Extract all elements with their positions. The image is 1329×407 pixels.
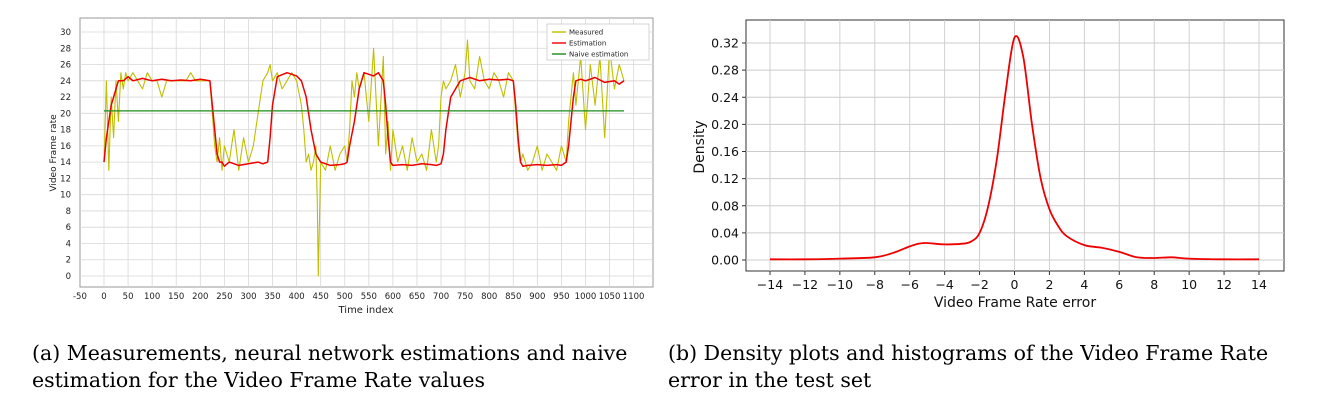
x-tick-label: 600 [385, 292, 401, 302]
x-tick-label: −4 [935, 277, 953, 292]
x-tick-label: −14 [757, 277, 783, 292]
x-tick-label: 6 [1115, 277, 1123, 292]
density-line [769, 35, 1260, 261]
x-tick-label: 450 [313, 292, 329, 302]
x-tick-label: −12 [792, 277, 818, 292]
y-tick-label: 0.00 [711, 253, 739, 268]
caption-a: (a) Measurements, neural network estimat… [32, 340, 672, 394]
x-tick-label: 200 [192, 292, 208, 302]
y-tick-label: 0.20 [711, 117, 739, 132]
y-tick-label: 28 [60, 44, 71, 54]
y-tick-label: 12 [60, 174, 71, 184]
y-tick-label: 0 [66, 272, 71, 282]
y-tick-label: 6 [66, 223, 71, 233]
x-tick-label: 1000 [575, 292, 597, 302]
x-tick-label: 1050 [599, 292, 621, 302]
x-tick-label: 950 [553, 292, 569, 302]
caption-a-line2: estimation for the Video Frame Rate valu… [32, 368, 485, 392]
x-tick-label: −6 [900, 277, 918, 292]
x-tick-label: 850 [505, 292, 521, 302]
y-tick-label: 2 [66, 256, 71, 266]
x-tick-label: 400 [288, 292, 304, 302]
y-tick-label: 0.16 [711, 144, 739, 159]
x-tick-label: 50 [123, 292, 134, 302]
y-tick-label: 4 [66, 239, 71, 249]
y-axis-label: Density [692, 120, 708, 173]
y-tick-label: 26 [60, 61, 71, 71]
x-tick-label: 1100 [623, 292, 645, 302]
x-tick-label: 350 [264, 292, 280, 302]
caption-b-line2: error in the test set [668, 368, 872, 392]
y-tick-label: 0.24 [711, 90, 739, 105]
y-tick-label: 24 [60, 77, 71, 87]
x-tick-label: 550 [361, 292, 377, 302]
x-tick-label: 650 [409, 292, 425, 302]
x-tick-label: 100 [144, 292, 160, 302]
x-tick-label: 0 [101, 292, 106, 302]
x-tick-label: 900 [529, 292, 545, 302]
legend-entry: Naive estimation [569, 51, 628, 59]
y-axis-label: Video Frame rate [49, 114, 59, 192]
x-tick-label: 4 [1080, 277, 1088, 292]
x-tick-label: 150 [168, 292, 184, 302]
x-tick-label: -50 [73, 292, 87, 302]
x-tick-label: 250 [216, 292, 232, 302]
x-tick-label: 300 [240, 292, 256, 302]
grid [746, 20, 1284, 271]
plot-area [79, 17, 654, 288]
x-tick-label: 750 [457, 292, 473, 302]
y-tick-label: 0.28 [711, 63, 739, 78]
legend-entry: Estimation [569, 40, 606, 48]
caption-b-line1: (b) Density plots and histograms of the … [668, 341, 1269, 365]
caption-b: (b) Density plots and histograms of the … [668, 340, 1323, 394]
y-tick-label: 8 [66, 207, 71, 217]
y-tick-label: 22 [60, 93, 71, 103]
x-tick-label: 10 [1181, 277, 1197, 292]
ticks: -50 0 50 100 150 200 250 300 350 400 450 500 550 600 6… [60, 28, 644, 302]
y-tick-label: 0.12 [711, 171, 739, 186]
series-lines [103, 39, 625, 277]
y-tick-label: 10 [60, 191, 71, 201]
caption-a-line1: (a) Measurements, neural network estimat… [32, 341, 628, 365]
x-tick-label: 800 [481, 292, 497, 302]
y-tick-label: 14 [60, 158, 71, 168]
x-tick-label: 12 [1216, 277, 1232, 292]
x-tick-label: −2 [970, 277, 988, 292]
x-tick-label: 8 [1150, 277, 1158, 292]
measured-series-line [103, 39, 625, 277]
x-tick-label: 500 [337, 292, 353, 302]
plot-area [745, 19, 1285, 272]
x-axis-label: Time index [337, 305, 393, 316]
estimation-series-line [103, 71, 625, 167]
density-curve [769, 35, 1260, 261]
legend-entry: Measured [569, 29, 603, 37]
y-tick-label: 18 [60, 126, 71, 136]
y-tick-label: 20 [60, 109, 71, 119]
legend: Measured Estimation Naive estimation [546, 23, 650, 61]
x-tick-label: −8 [866, 277, 884, 292]
x-tick-label: 700 [433, 292, 449, 302]
x-axis-label: Video Frame Rate error [934, 295, 1096, 311]
ticks: −14 −12 −10 −8 −6 −4 −2 0 2 4 6 8 10 12 14 0.00 0.04 0.08… [711, 36, 1267, 293]
y-tick-label: 0.32 [711, 36, 739, 51]
y-tick-label: 0.04 [711, 225, 739, 240]
y-tick-label: 16 [60, 142, 71, 152]
x-tick-label: −10 [827, 277, 853, 292]
y-tick-label: 30 [60, 28, 71, 38]
x-tick-label: 14 [1251, 277, 1267, 292]
x-tick-label: 0 [1011, 277, 1019, 292]
y-tick-label: 0.08 [711, 198, 739, 213]
x-tick-label: 2 [1045, 277, 1053, 292]
frame-rate-time-series-chart: -50 0 50 100 150 200 250 300 350 400 450 500 550 600 6… [49, 17, 654, 316]
